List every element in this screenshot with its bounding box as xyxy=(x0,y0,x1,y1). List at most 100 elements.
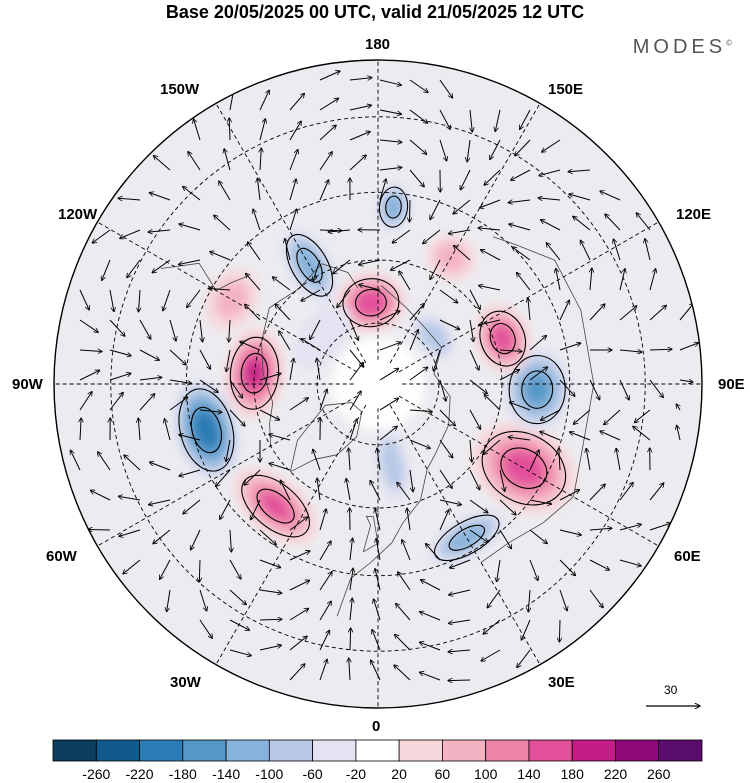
wind-arrow xyxy=(556,268,561,291)
wind-arrow xyxy=(349,105,372,111)
wind-arrow xyxy=(259,559,281,568)
wind-arrow xyxy=(230,529,231,552)
wind-arrow xyxy=(169,397,188,411)
height-contour xyxy=(296,247,323,283)
wind-arrow xyxy=(349,658,350,681)
wind-arrow xyxy=(139,394,155,411)
wind-arrow xyxy=(153,529,171,544)
meridian-line xyxy=(97,221,358,373)
wind-arrow xyxy=(379,398,399,411)
wind-arrow xyxy=(289,608,309,621)
wind-arrow xyxy=(259,409,280,420)
wind-arrow xyxy=(478,228,501,230)
wind-arrow xyxy=(118,198,141,200)
wind-arrow xyxy=(226,439,231,462)
height-contour xyxy=(342,278,400,328)
colorbar-tick-label: -60 xyxy=(302,766,322,782)
colorbar-swatch xyxy=(441,739,487,762)
wind-arrow xyxy=(528,589,530,612)
wind-arrow xyxy=(511,169,531,180)
wind-arrow xyxy=(529,529,547,544)
wind-arrow xyxy=(109,373,131,381)
wind-arrow xyxy=(589,484,605,501)
wind-arrow xyxy=(568,170,591,172)
anomaly-region xyxy=(448,524,486,552)
wind-arrow xyxy=(679,343,698,351)
wind-arrow xyxy=(528,298,530,321)
wind-arrow xyxy=(289,636,307,651)
wind-arrow xyxy=(188,152,201,171)
wind-arrow xyxy=(589,559,610,570)
wind-arrow xyxy=(483,619,501,634)
meridian-line xyxy=(389,103,541,364)
lon-label-150w: 150W xyxy=(160,81,200,98)
wind-arrow xyxy=(600,191,621,201)
wind-arrow xyxy=(80,418,81,441)
wind-arrow xyxy=(433,349,441,371)
wind-arrow xyxy=(285,239,291,261)
colorbar-tick-label: 180 xyxy=(561,766,585,782)
wind-arrow xyxy=(214,215,231,231)
meridian-line xyxy=(389,404,541,665)
wind-arrow xyxy=(88,530,111,531)
wind-arrow xyxy=(109,349,131,356)
wind-arrow xyxy=(301,339,321,351)
wind-arrow xyxy=(163,289,171,311)
wind-arrow xyxy=(79,392,92,411)
wind-arrow xyxy=(479,286,501,291)
wind-arrow xyxy=(634,409,651,423)
colorbar-tick-label: 20 xyxy=(391,766,407,782)
wind-arrow xyxy=(633,426,651,441)
wind-arrow xyxy=(359,259,381,265)
height-contour xyxy=(479,310,527,367)
wind-arrow xyxy=(376,538,381,561)
wind-arrow xyxy=(469,349,479,370)
wind-arrow xyxy=(371,660,381,681)
wind-arrow xyxy=(337,289,351,308)
height-contour xyxy=(354,288,387,317)
wind-arrow xyxy=(319,98,339,111)
wind-arrow xyxy=(396,603,411,621)
wind-arrow xyxy=(559,448,560,471)
wind-arrow xyxy=(649,269,656,291)
colorbar-swatch xyxy=(615,739,660,762)
wind-arrow xyxy=(470,439,472,462)
wind-arrow xyxy=(604,409,621,425)
wind-arrow xyxy=(517,273,531,291)
wind-arrow xyxy=(319,659,327,681)
wind-arrow xyxy=(229,619,250,630)
wind-arrow xyxy=(167,589,171,612)
wind-arrow xyxy=(679,380,693,382)
wind-arrow xyxy=(394,665,411,681)
wind-arrow xyxy=(259,619,282,620)
wind-arrow xyxy=(169,319,176,341)
colorbar-tick-label: 260 xyxy=(647,766,671,782)
wind-arrow xyxy=(310,319,321,340)
wind-arrow xyxy=(495,109,501,132)
wind-arrow xyxy=(248,242,261,261)
wind-arrow xyxy=(229,559,241,579)
wind-arrow xyxy=(649,483,664,501)
wind-arrow xyxy=(619,379,629,400)
wind-arrow xyxy=(605,214,621,231)
wind-arrow xyxy=(319,71,340,81)
height-contour xyxy=(448,524,486,551)
wind-arrow xyxy=(619,524,641,531)
wind-arrow xyxy=(153,156,171,171)
wind-arrow xyxy=(409,79,428,93)
anomaly-region xyxy=(261,493,290,519)
wind-arrow xyxy=(139,319,151,339)
wind-arrow xyxy=(124,455,141,471)
colorbar-swatch xyxy=(139,739,184,762)
wind-arrow xyxy=(421,580,441,591)
wind-arrow xyxy=(194,119,201,141)
wind-arrow xyxy=(449,589,471,595)
anomaly-region xyxy=(418,320,450,354)
wind-arrow xyxy=(529,367,548,381)
wind-arrow xyxy=(79,289,89,310)
colorbar-tick-label: -180 xyxy=(169,766,197,782)
wind-arrow xyxy=(317,358,321,381)
lon-label-120w: 120W xyxy=(58,206,98,223)
wind-arrow xyxy=(109,392,123,411)
wind-arrow xyxy=(289,150,298,171)
